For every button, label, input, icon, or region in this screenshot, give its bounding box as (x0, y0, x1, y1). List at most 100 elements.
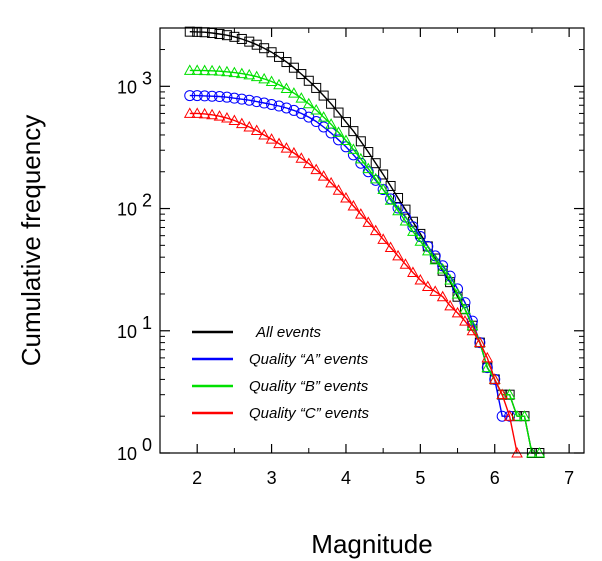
data-point (273, 78, 285, 90)
data-point (213, 65, 226, 76)
plot-frame (159, 27, 585, 454)
data-point (280, 102, 292, 114)
data-point (384, 194, 397, 205)
data-point (518, 410, 531, 421)
y-tick-exponent: 0 (142, 435, 152, 455)
data-point (184, 26, 195, 37)
data-point (318, 121, 330, 133)
x-tick-label: 3 (267, 468, 277, 488)
data-point (340, 117, 351, 128)
data-point (370, 174, 382, 186)
data-point (251, 39, 262, 50)
data-point (459, 303, 471, 314)
data-point (369, 172, 382, 184)
data-point (280, 142, 293, 153)
data-point (474, 336, 486, 348)
x-axis-title: Magnitude (311, 529, 432, 559)
data-point (199, 90, 211, 102)
data-point (258, 72, 270, 84)
data-point (399, 215, 412, 226)
data-point (436, 290, 449, 302)
data-point (228, 92, 240, 104)
data-point (273, 100, 285, 112)
data-point (280, 82, 293, 93)
data-point (496, 388, 509, 400)
data-point (183, 107, 196, 118)
data-point (444, 299, 456, 311)
data-point (221, 91, 233, 103)
x-tick-label: 2 (192, 468, 202, 488)
data-point (214, 91, 226, 103)
data-point (481, 351, 494, 363)
data-point (503, 388, 516, 400)
data-point (236, 33, 247, 44)
data-point (393, 192, 404, 203)
data-point (243, 120, 256, 132)
data-point (392, 202, 404, 214)
data-point (295, 107, 307, 119)
data-point (183, 64, 196, 75)
data-point (437, 260, 449, 272)
data-point (258, 128, 270, 140)
data-point (296, 69, 307, 80)
data-point (503, 410, 516, 421)
data-point (184, 90, 196, 102)
legend-label: Quality “B” events (249, 378, 369, 395)
data-point (384, 241, 397, 253)
data-point (354, 208, 367, 219)
data-point (325, 118, 337, 129)
data-point (399, 258, 412, 269)
data-point (206, 90, 218, 102)
data-point (318, 90, 329, 101)
data-point (444, 274, 456, 285)
data-point (466, 324, 479, 336)
data-point (325, 176, 337, 188)
data-point (363, 147, 374, 158)
data-point (400, 204, 411, 215)
data-point (288, 62, 299, 73)
data-point (273, 137, 285, 149)
data-point (414, 235, 427, 246)
data-point (392, 249, 404, 261)
data-point (310, 163, 323, 175)
data-point (348, 126, 359, 137)
data-point (228, 66, 241, 78)
data-point (191, 107, 204, 118)
data-point (198, 64, 211, 76)
y-tick-exponent: 2 (142, 191, 152, 211)
data-point (340, 134, 352, 146)
y-tick-label: 10 (117, 77, 137, 97)
data-point (206, 64, 218, 76)
data-point (451, 287, 464, 299)
data-point (258, 97, 270, 109)
data-point (377, 183, 390, 195)
data-point (281, 57, 292, 68)
data-point (347, 143, 360, 154)
x-tick-label: 6 (490, 468, 500, 488)
data-point (332, 126, 345, 137)
data-point (235, 117, 248, 129)
x-axis: 2 3 4 5 6 7 (159, 28, 574, 488)
data-point (407, 266, 419, 277)
data-point (214, 28, 225, 39)
y-tick-exponent: 1 (142, 313, 152, 333)
data-point (288, 146, 300, 158)
data-point (451, 306, 464, 318)
data-point (244, 36, 255, 47)
data-point (243, 68, 256, 80)
data-point (414, 274, 427, 285)
y-tick-label: 10 (117, 322, 137, 342)
data-point (317, 170, 330, 181)
data-point (429, 285, 442, 296)
data-point (288, 104, 300, 116)
data-point (340, 191, 352, 203)
data-point (206, 108, 218, 120)
data-point (251, 96, 263, 108)
data-point (265, 75, 278, 86)
data-point (221, 30, 232, 41)
data-point (511, 410, 523, 421)
data-point (228, 114, 241, 126)
data-point (303, 75, 314, 86)
legend-label: All events (255, 324, 322, 341)
